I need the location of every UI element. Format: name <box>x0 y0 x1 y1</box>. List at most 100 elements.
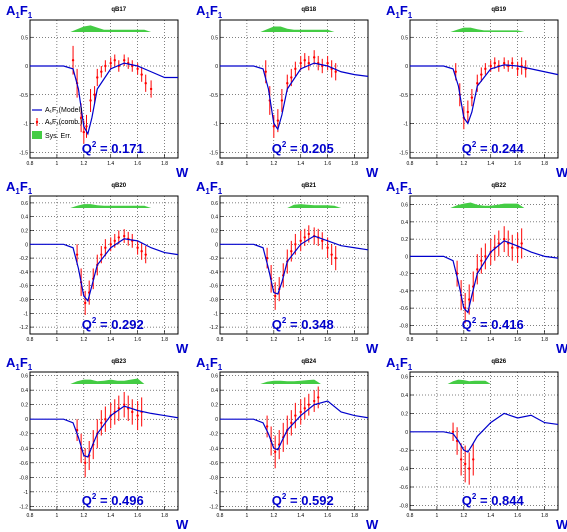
y-tick-label: -0.2 <box>399 448 408 454</box>
data-point <box>497 242 500 245</box>
data-point <box>100 70 103 73</box>
subscript: 1 <box>15 11 20 20</box>
y-tick-label: -0.2 <box>209 432 218 438</box>
data-point <box>511 246 514 249</box>
sys-error-band <box>70 204 152 208</box>
data-point <box>511 61 514 65</box>
x-tick-label: 1.4 <box>297 337 304 343</box>
y-tick-label: 0.6 <box>401 375 408 381</box>
y-tick-label: -0.8 <box>209 475 218 481</box>
data-point <box>326 61 329 65</box>
y-tick-label: 0 <box>25 417 28 423</box>
x-tick-label: 1.2 <box>460 337 467 343</box>
y-tick-label: -1.5 <box>399 150 408 156</box>
x-tick-label: 1.8 <box>351 337 358 343</box>
x-axis-title: W <box>366 341 379 356</box>
q2-value: = 0.171 <box>96 141 143 156</box>
q2-value: = 0.292 <box>96 317 143 332</box>
y-tick-label: 0.4 <box>401 393 408 399</box>
data-point <box>290 421 293 425</box>
q2-value: = 0.205 <box>286 141 333 156</box>
data-point <box>75 253 79 256</box>
data-point <box>85 125 88 128</box>
y-tick-label: -0.6 <box>209 284 218 290</box>
panel-label: qB20 <box>111 183 126 189</box>
y-axis-title: A1F1 <box>196 179 223 196</box>
subscript: 1 <box>205 11 210 20</box>
legend-sys-label: Sys. Err. <box>45 133 72 140</box>
x-axis-title: W <box>176 517 189 532</box>
data-point <box>307 232 310 236</box>
data-point <box>294 414 297 417</box>
y-tick-label: 0.4 <box>21 215 28 221</box>
legend-data-marker <box>35 120 39 124</box>
model-curve <box>410 64 559 125</box>
model-curve <box>220 62 369 131</box>
q2-label: Q2 = 0.592 <box>272 492 334 508</box>
x-axis-title: W <box>176 165 189 180</box>
q2-value: = 0.244 <box>476 141 524 156</box>
panel-label: qB17 <box>111 7 126 13</box>
q2-label: Q2 = 0.844 <box>462 492 525 508</box>
data-point <box>290 76 293 79</box>
panel-label: qB24 <box>301 359 316 365</box>
data-point <box>307 61 310 65</box>
panel-label: qB22 <box>491 183 506 189</box>
sys-error-band <box>260 26 335 32</box>
data-point <box>330 253 333 256</box>
y-tick-label: 0.6 <box>21 201 28 207</box>
x-tick-label: 1.8 <box>541 337 548 343</box>
panel-label: qB21 <box>301 183 316 189</box>
panel-label: qB23 <box>111 359 126 365</box>
x-tick-label: 0.8 <box>27 513 34 519</box>
plot-frame <box>409 19 559 159</box>
y-axis-title: A1F1 <box>386 179 413 196</box>
x-tick-label: 1.4 <box>297 513 304 519</box>
y-axis-title: A1F1 <box>6 3 33 20</box>
data-point <box>334 256 337 260</box>
plot-frame <box>219 371 369 511</box>
data-point <box>459 458 463 461</box>
subscript: 1 <box>395 11 400 20</box>
x-tick-label: 1.8 <box>541 161 548 167</box>
data-point <box>463 462 467 466</box>
y-axis-title: A1F1 <box>196 355 223 372</box>
y-axis-title-f: F <box>400 355 408 370</box>
data-point <box>117 236 121 239</box>
data-point <box>83 461 87 464</box>
data-point <box>122 59 126 62</box>
y-tick-label: -1 <box>24 122 29 128</box>
subscript: 1 <box>395 363 400 372</box>
data-point <box>149 87 153 91</box>
x-tick-label: 1.4 <box>107 161 114 167</box>
y-tick-label: 0 <box>215 242 218 248</box>
legend-data-label: A₁F₁(comb.) <box>45 119 82 126</box>
subscript: 1 <box>408 11 413 20</box>
panel-qB18: 0.5 0 -0.5 -1 -1.5 0.8 1 1.2 1.4 1.6 1.8 qB18 A1F1 W Q… <box>196 3 379 180</box>
data-point <box>299 239 302 243</box>
x-tick-label: 1.8 <box>161 337 168 343</box>
data-point <box>144 253 147 256</box>
subscript: 1 <box>28 187 33 196</box>
sys-error-band <box>70 378 145 384</box>
data-point <box>334 70 337 73</box>
plot-frame <box>409 371 559 511</box>
legend-sys-swatch <box>32 131 42 139</box>
x-tick-label: 1.4 <box>297 161 304 167</box>
q2-value: = 0.844 <box>476 493 524 508</box>
y-tick-label: 0.5 <box>21 35 28 41</box>
y-tick-label: 0 <box>405 430 408 436</box>
y-axis-title: A1F1 <box>386 355 413 372</box>
x-tick-label: 0.8 <box>407 337 414 343</box>
y-tick-label: -0.2 <box>19 256 28 262</box>
superscript: 2 <box>282 316 287 325</box>
x-tick-label: 1.8 <box>541 513 548 519</box>
superscript: 2 <box>282 492 287 501</box>
plot-frame <box>219 19 369 159</box>
q2-label: Q2 = 0.171 <box>82 140 144 156</box>
y-tick-label: 0 <box>405 254 408 260</box>
data-point <box>113 239 116 243</box>
data-point <box>303 407 306 410</box>
x-tick-label: 1.2 <box>270 161 277 167</box>
